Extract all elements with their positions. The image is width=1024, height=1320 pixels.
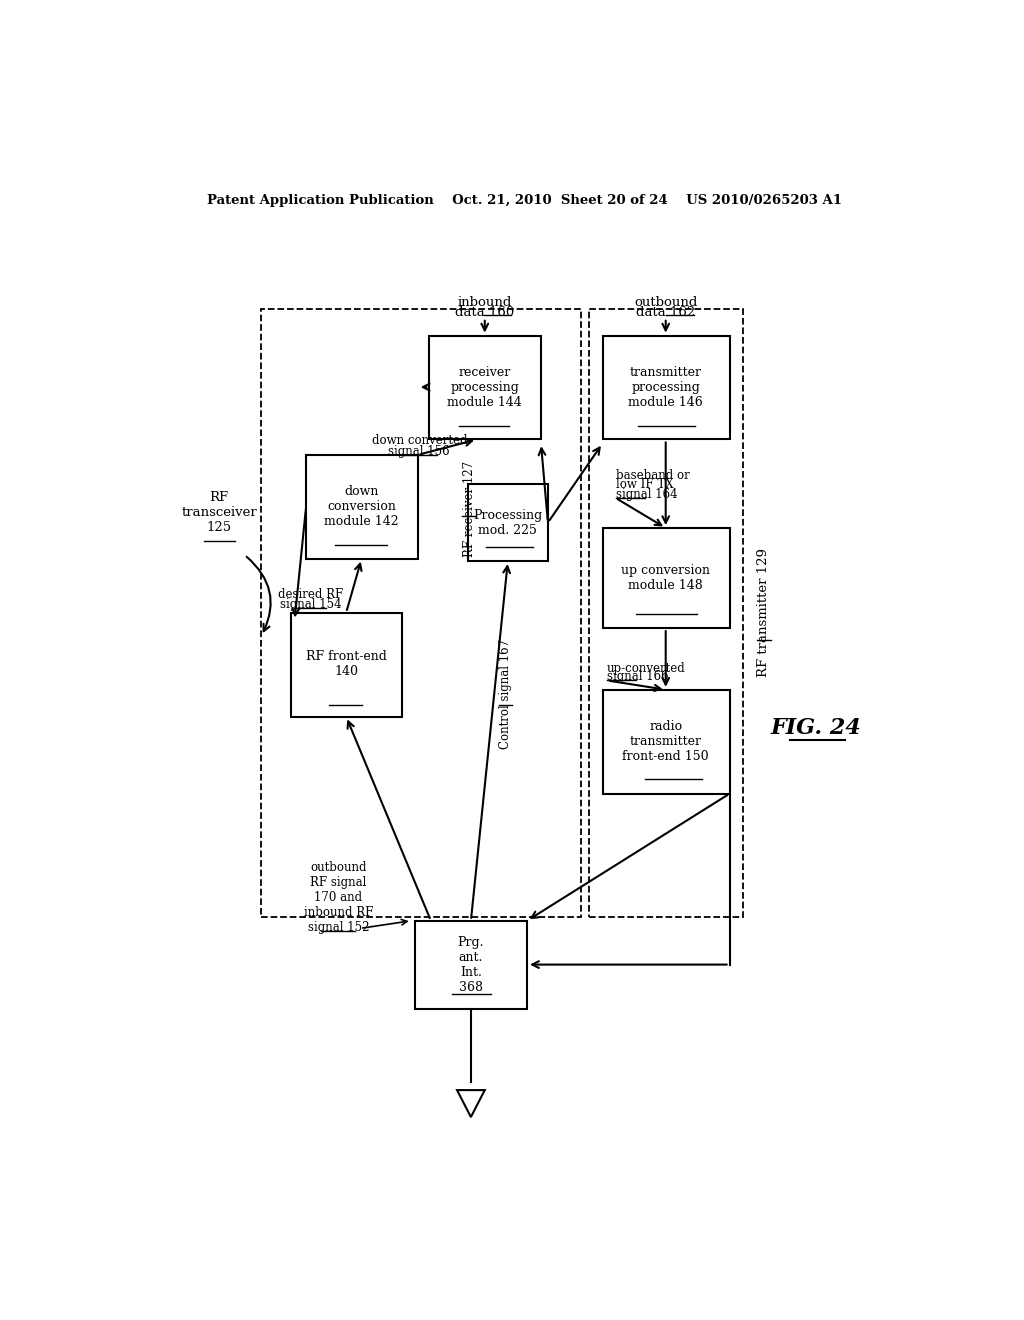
Text: RF front-end
140: RF front-end 140	[306, 651, 387, 678]
Text: outbound: outbound	[634, 296, 697, 309]
Text: RF
transceiver
125: RF transceiver 125	[181, 491, 257, 535]
Text: up conversion
module 148: up conversion module 148	[622, 564, 711, 593]
Text: signal 156: signal 156	[388, 445, 451, 458]
Bar	[261, 309, 581, 917]
Text: Processing
mod. 225: Processing mod. 225	[473, 508, 543, 537]
Text: Control signal 167: Control signal 167	[499, 639, 512, 748]
Bar	[602, 335, 730, 440]
Text: data 162: data 162	[636, 306, 695, 319]
Text: inbound: inbound	[458, 296, 512, 309]
Bar	[429, 335, 541, 440]
Text: FIG. 24: FIG. 24	[770, 717, 861, 739]
Text: down converted: down converted	[372, 434, 467, 447]
Text: signal 164: signal 164	[615, 487, 677, 500]
Text: signal 154: signal 154	[280, 598, 342, 611]
Bar	[416, 921, 527, 1010]
Bar	[602, 528, 730, 628]
Text: signal 166: signal 166	[607, 671, 669, 684]
Bar	[589, 309, 742, 917]
Text: receiver
processing
module 144: receiver processing module 144	[447, 366, 522, 409]
Bar	[468, 484, 548, 561]
Bar	[291, 612, 402, 717]
Text: Prg.
ant.
Int.
368: Prg. ant. Int. 368	[458, 936, 484, 994]
Text: desired RF: desired RF	[279, 589, 343, 602]
Text: transmitter
processing
module 146: transmitter processing module 146	[629, 366, 703, 409]
Text: Patent Application Publication    Oct. 21, 2010  Sheet 20 of 24    US 2010/02652: Patent Application Publication Oct. 21, …	[207, 194, 843, 207]
Text: down
conversion
module 142: down conversion module 142	[325, 484, 399, 528]
Text: baseband or: baseband or	[615, 469, 689, 482]
Text: RF receiver 127: RF receiver 127	[463, 461, 476, 557]
Text: low IF TX: low IF TX	[615, 478, 674, 491]
Text: up-converted: up-converted	[607, 661, 686, 675]
Bar	[602, 689, 730, 793]
Text: radio
transmitter
front-end 150: radio transmitter front-end 150	[623, 719, 709, 763]
Text: RF transmitter 129: RF transmitter 129	[757, 548, 770, 677]
Text: outbound
RF signal
170 and
inbound RF
signal 152: outbound RF signal 170 and inbound RF si…	[304, 861, 373, 935]
Bar	[306, 455, 418, 558]
Text: data 160: data 160	[455, 306, 514, 319]
